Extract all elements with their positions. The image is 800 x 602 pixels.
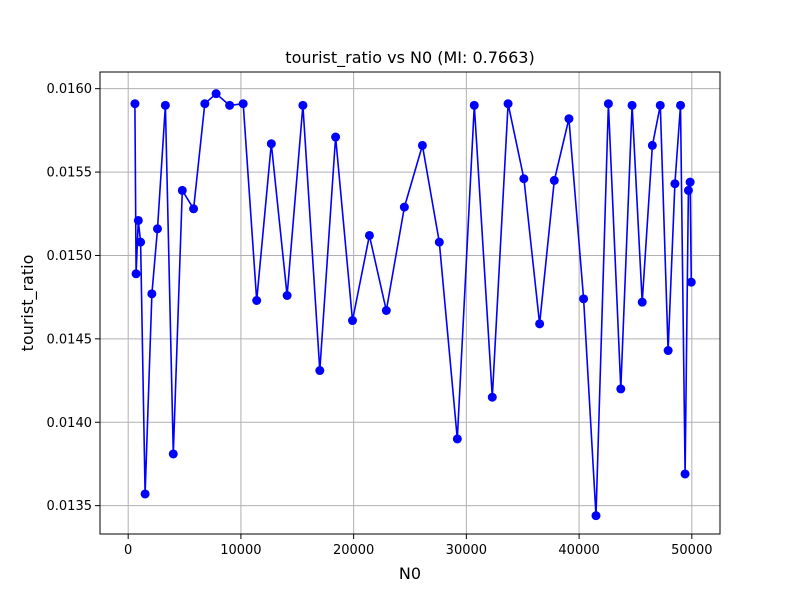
grid — [100, 72, 720, 534]
data-point — [348, 316, 358, 326]
y-tick-label: 0.0140 — [47, 416, 93, 431]
data-point — [147, 289, 157, 299]
data-point — [417, 140, 427, 150]
data-point — [177, 185, 187, 195]
data-point — [503, 99, 513, 109]
data-point — [160, 100, 170, 110]
data-point — [130, 99, 140, 109]
data-point — [200, 99, 210, 109]
data-point — [469, 100, 479, 110]
data-point — [535, 319, 545, 329]
data-point — [331, 132, 341, 142]
data-point — [434, 237, 444, 247]
data-point — [282, 290, 292, 300]
data-point — [168, 449, 178, 459]
data-point — [549, 175, 559, 185]
y-tick-label: 0.0145 — [47, 332, 93, 347]
y-tick-label: 0.0150 — [47, 249, 93, 264]
x-tick-label: 30000 — [446, 543, 487, 558]
series-line — [134, 92, 693, 517]
data-point — [189, 204, 199, 214]
y-tick-label: 0.0135 — [47, 499, 93, 514]
data-point — [676, 100, 686, 110]
data-point — [616, 384, 626, 394]
data-point — [452, 434, 462, 444]
data-point — [131, 269, 141, 279]
x-tick-label: 20000 — [333, 543, 374, 558]
data-point — [564, 114, 574, 124]
data-point — [211, 89, 221, 99]
plot-area-frame — [99, 71, 721, 535]
data-point — [225, 100, 235, 110]
data-point — [399, 202, 409, 212]
data-point — [637, 297, 647, 307]
chart-title: tourist_ratio vs N0 (MI: 0.7663) — [285, 48, 534, 68]
x-axis: 0 10000 20000 30000 40000 50000 — [124, 534, 712, 558]
x-tick-label: 0 — [124, 543, 132, 558]
data-point — [266, 139, 276, 149]
data-point — [591, 511, 601, 521]
data-point — [627, 100, 637, 110]
data-point — [140, 489, 150, 499]
y-tick-label: 0.0160 — [47, 82, 93, 97]
data-point — [487, 392, 497, 402]
data-point — [683, 185, 693, 195]
y-axis-label: tourist_ratio — [18, 255, 38, 352]
data-point — [603, 99, 613, 109]
data-point — [579, 294, 589, 304]
data-point — [136, 237, 146, 247]
y-tick-label: 0.0155 — [47, 166, 93, 181]
x-tick-label: 40000 — [558, 543, 599, 558]
data-point — [519, 174, 529, 184]
data-point — [298, 100, 308, 110]
data-point — [670, 179, 680, 189]
data-point — [680, 469, 690, 479]
x-axis-label: N0 — [399, 564, 421, 583]
data-point — [238, 99, 248, 109]
data-point — [685, 177, 695, 187]
data-point — [655, 100, 665, 110]
data-point — [364, 230, 374, 240]
x-tick-label: 10000 — [220, 543, 261, 558]
data-point — [686, 277, 696, 287]
series-markers — [130, 89, 696, 521]
data-point — [252, 295, 262, 305]
data-point — [647, 140, 657, 150]
data-point — [152, 224, 162, 234]
x-tick-label: 50000 — [671, 543, 712, 558]
y-axis: 0.0135 0.0140 0.0145 0.0150 0.0155 0.0160 — [47, 82, 100, 514]
data-point — [315, 366, 325, 376]
data-point — [381, 306, 391, 316]
series-polyline — [134, 92, 693, 517]
data-point — [133, 215, 143, 225]
data-point — [663, 346, 673, 356]
